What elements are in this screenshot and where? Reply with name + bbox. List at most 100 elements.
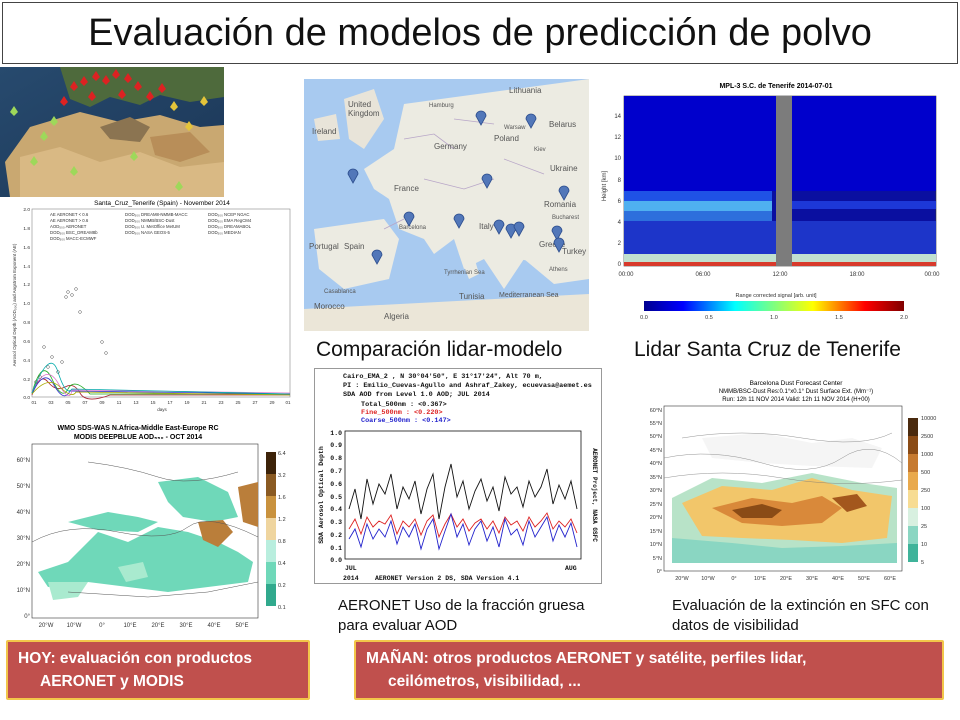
svg-text:Tyrrhenian Sea: Tyrrhenian Sea: [444, 270, 485, 276]
modis-lat: 60°N: [17, 458, 30, 464]
legend-item: DOD₅₀₀ MEDIAN: [208, 230, 241, 235]
tenerife-xtick: 27: [252, 400, 258, 405]
mpl-colorbar-label: Range corrected signal [arb. unit]: [735, 293, 816, 299]
caption-aeronet: AERONET Uso de la fracción gruesa para e…: [338, 597, 585, 634]
modis-lat: 10°N: [17, 588, 30, 594]
mpl-ylabel: Height [km]: [602, 170, 608, 201]
mpl-xtick: 06:00: [695, 272, 711, 278]
modis-lon: 10°E: [123, 623, 136, 629]
banner-today: HOY: evaluación con productos AERONET y …: [6, 640, 310, 700]
svg-text:Ukraine: Ukraine: [550, 164, 578, 173]
aeronet-ytick: 0.2: [330, 532, 342, 539]
title-box: Evaluación de modelos de predicción de p…: [2, 2, 958, 64]
aeronet-ytick: 0.1: [330, 545, 342, 552]
aeronet-xlabel-left: JUL: [345, 565, 357, 572]
mpl-ytick: 0: [618, 262, 622, 268]
mpl-xtick: 18:00: [849, 272, 865, 278]
mpl-ytick: 6: [618, 199, 622, 205]
tenerife-xtick: 19: [184, 400, 190, 405]
svg-text:Bucharest: Bucharest: [552, 215, 579, 221]
svg-text:Algeria: Algeria: [384, 312, 409, 321]
caption-extinction: Evaluación de la extinción en SFC con da…: [672, 597, 929, 634]
bsc-lat: 10°N: [650, 542, 662, 548]
bsc-lat: 50°N: [650, 434, 662, 440]
modis-scale: 0.4: [278, 561, 286, 567]
page-title: Evaluación de modelos de predicción de p…: [88, 12, 872, 54]
tenerife-xtick: 29: [269, 400, 275, 405]
tenerife-ytick: 1.2: [23, 282, 30, 288]
bsc-lon: 30°E: [806, 576, 818, 582]
svg-text:Belarus: Belarus: [549, 120, 576, 129]
banner-today-line2: AERONET y MODIS: [40, 673, 184, 690]
svg-text:Barcelona: Barcelona: [399, 225, 427, 231]
bsc-lon: 60°E: [884, 576, 896, 582]
modis-colorbar: [266, 452, 276, 606]
bsc-lon: 40°E: [832, 576, 844, 582]
tenerife-ytick: 2.0: [23, 207, 30, 213]
modis-scale: 1.2: [278, 517, 286, 523]
tenerife-ylabel: Aerosol Optical Depth (AOD₅₀₀) and Angst…: [12, 243, 17, 366]
aeronet-ytick: 1.0: [330, 430, 342, 437]
legend-item: DOD₅₀₀ DREAM8-NMMB-MACC: [125, 212, 188, 217]
banner-today-line1: HOY: evaluación con productos: [18, 650, 252, 667]
tenerife-ytick: 0.4: [23, 358, 30, 364]
mpl-cbar-tick: 0.0: [640, 315, 648, 321]
modis-lat: 50°N: [17, 484, 30, 490]
modis-lon: 0°: [99, 623, 105, 629]
modis-title-2: MODIS DEEPBLUE AOD₅₅₀ - OCT 2014: [74, 434, 202, 441]
bsc-lon: 10°E: [754, 576, 766, 582]
mpl-cbar-tick: 1.0: [770, 315, 778, 321]
legend-item: DOD₅₀₀ NASA GEOS-5: [125, 230, 171, 235]
modis-scale: 0.2: [278, 583, 286, 589]
banner-tomorrow-line1: MAÑAN: otros productos AERONET y satélit…: [366, 650, 807, 667]
mpl-title: MPL-3 S.C. de Tenerife 2014-07-01: [719, 83, 832, 90]
bsc-scale: 500: [921, 470, 930, 476]
legend-item: DOD₅₀₀ U. MetOffice MetUM: [125, 224, 180, 229]
tenerife-title: Santa_Cruz_Tenerife (Spain) - November 2…: [94, 200, 230, 207]
mpl-ytick: 14: [614, 114, 621, 120]
bsc-title-2: NMMB/BSC-Dust Res:0.1°x0.1° Dust Surface…: [719, 389, 873, 395]
tenerife-xtick: 23: [218, 400, 224, 405]
modis-lat: 40°N: [17, 510, 30, 516]
mpl-ytick: 10: [614, 156, 621, 162]
bsc-lon: 10°W: [701, 576, 715, 582]
mpl-lidar-plot: MPL-3 S.C. de Tenerife 2014-07-01 14 12 …: [596, 76, 944, 328]
aeronet-ytick: 0.0: [330, 557, 342, 564]
caption-lidar-tenerife: Lidar Santa Cruz de Tenerife: [634, 338, 901, 361]
bsc-lat: 35°N: [650, 475, 662, 481]
svg-text:Hamburg: Hamburg: [429, 103, 454, 109]
aeronet-ylabel: SDA Aerosol Optical Depth: [318, 446, 325, 544]
aeronet-header-2: PI : Emilio_Cuevas-Agullo and Ashraf_Zak…: [343, 382, 592, 390]
mpl-ytick: 12: [614, 135, 621, 141]
tenerife-ytick: 1.8: [23, 226, 30, 232]
tenerife-aod-plot: Santa_Cruz_Tenerife (Spain) - November 2…: [10, 197, 294, 413]
bsc-lat: 55°N: [650, 421, 662, 427]
svg-text:Germany: Germany: [434, 142, 467, 151]
tenerife-ytick: 0.6: [23, 339, 30, 345]
svg-text:Kiev: Kiev: [534, 147, 546, 153]
bsc-lon: 20°E: [780, 576, 792, 582]
svg-text:Athens: Athens: [549, 267, 568, 273]
mpl-colorbar: [644, 301, 904, 311]
modis-scale: 0.1: [278, 605, 286, 611]
aeronet-year: 2014: [343, 575, 359, 582]
bsc-scale: 5: [921, 560, 924, 566]
bsc-scale: 10000: [921, 416, 936, 422]
aeronet-header-1: Cairo_EMA_2 , N 30°04'50", E 31°17'24", …: [343, 372, 543, 381]
lidar-stations-map: Lithuania United Kingdom Ireland Poland G…: [304, 79, 589, 331]
mpl-cbar-tick: 1.5: [835, 315, 843, 321]
bsc-scale: 2500: [921, 434, 933, 440]
bsc-lat: 60°N: [650, 408, 662, 414]
aeronet-footer: AERONET Version 2 DS, SDA Version 4.1: [375, 575, 519, 582]
mpl-cbar-tick: 0.5: [705, 315, 713, 321]
tenerife-ytick: 0.8: [23, 320, 30, 326]
tenerife-xtick: 11: [117, 400, 122, 405]
modis-scale: 3.2: [278, 473, 286, 479]
legend-fine: Fine_500nm : <0.220>: [361, 409, 443, 417]
mpl-ytick: 4: [618, 220, 622, 226]
modis-lon: 20°E: [151, 623, 164, 629]
svg-text:France: France: [394, 184, 419, 193]
tenerife-xtick: 21: [201, 400, 207, 405]
mpl-ytick: 2: [618, 241, 622, 247]
modis-aod-map: WMO SDS-WAS N.Africa-Middle East-Europe …: [8, 422, 294, 630]
